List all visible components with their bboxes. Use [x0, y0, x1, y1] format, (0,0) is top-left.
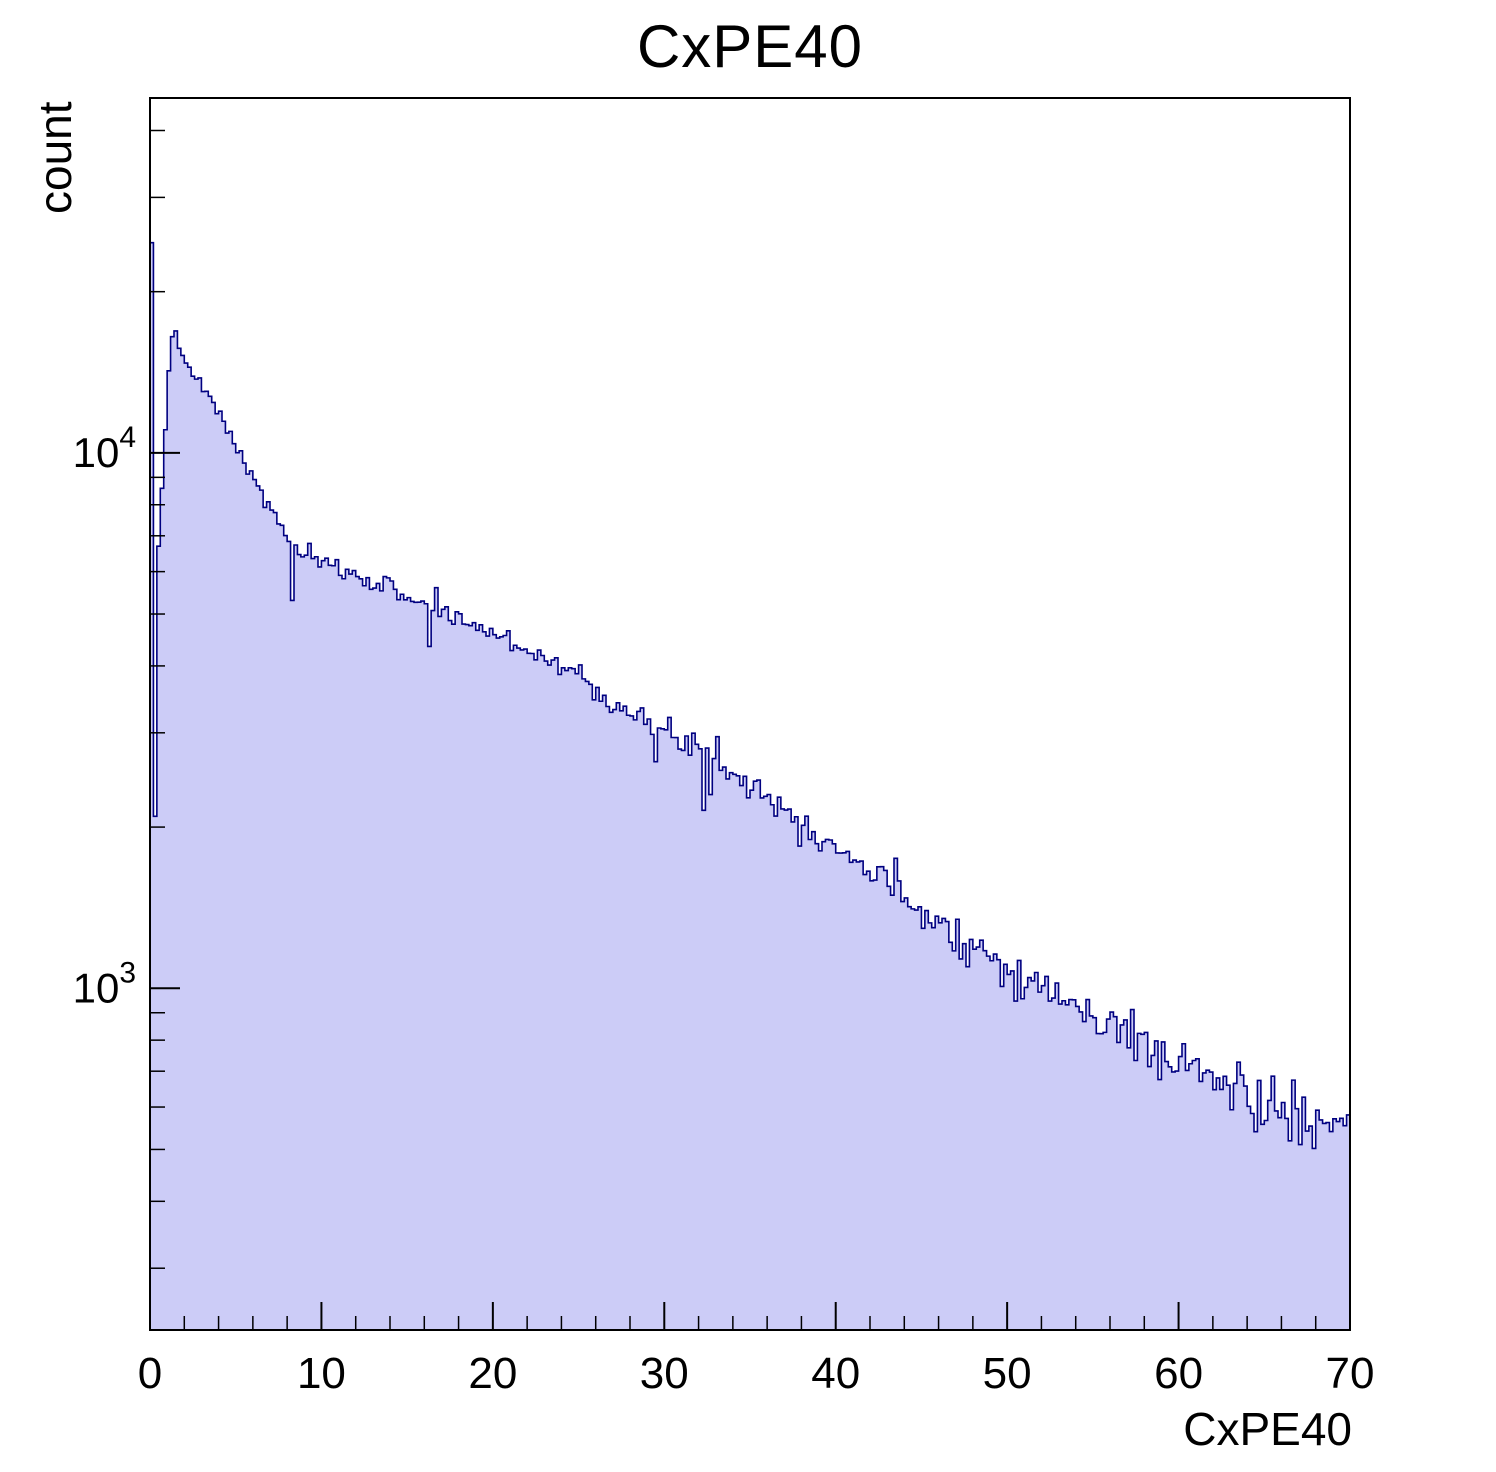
x-tick-label: 40: [811, 1349, 860, 1398]
histogram-outline: [149, 241, 1351, 1330]
axis-ticks: [149, 129, 1351, 1330]
axis-tick-labels: 0 10 20 30 40 50 60 70 103 104: [73, 421, 1375, 1398]
x-axis-title: CxPE40: [1183, 1403, 1352, 1455]
y-tick-label: 104: [73, 421, 136, 476]
chart-title: CxPE40: [636, 13, 864, 80]
x-tick-label: 0: [138, 1349, 162, 1398]
y-tick-label: 103: [73, 956, 136, 1011]
x-tick-label: 20: [468, 1349, 517, 1398]
plot-frame: [149, 97, 1351, 1331]
x-tick-label: 50: [983, 1349, 1032, 1398]
histogram-series: [149, 241, 1351, 1330]
x-tick-label: 30: [640, 1349, 689, 1398]
histogram-fill: [150, 242, 1350, 1330]
x-tick-label: 60: [1154, 1349, 1203, 1398]
x-tick-label: 70: [1326, 1349, 1375, 1398]
x-tick-label: 10: [297, 1349, 346, 1398]
